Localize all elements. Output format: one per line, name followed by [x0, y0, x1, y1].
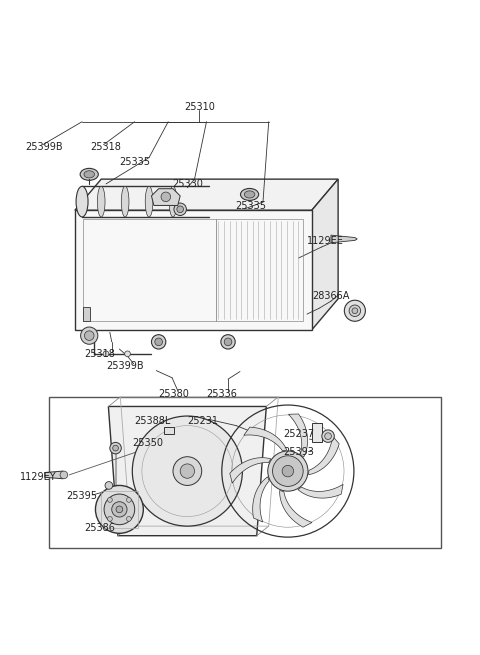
Text: 25231: 25231 — [187, 416, 218, 426]
Ellipse shape — [84, 171, 95, 178]
Circle shape — [174, 203, 186, 215]
Circle shape — [116, 506, 123, 513]
Circle shape — [60, 471, 68, 479]
Ellipse shape — [240, 189, 259, 200]
Circle shape — [113, 445, 119, 451]
Circle shape — [112, 502, 127, 517]
Circle shape — [173, 457, 202, 485]
Circle shape — [161, 192, 170, 202]
Circle shape — [81, 327, 98, 345]
Bar — [84, 307, 90, 322]
Polygon shape — [152, 189, 180, 206]
Circle shape — [349, 305, 360, 316]
Ellipse shape — [152, 335, 166, 349]
Text: 25336: 25336 — [206, 388, 238, 398]
Ellipse shape — [76, 186, 88, 217]
Circle shape — [344, 300, 365, 322]
Polygon shape — [312, 179, 338, 330]
Ellipse shape — [155, 338, 162, 346]
Ellipse shape — [221, 335, 235, 349]
Circle shape — [132, 416, 242, 526]
Text: 25318: 25318 — [91, 141, 121, 151]
Polygon shape — [309, 436, 339, 475]
Text: 25399B: 25399B — [106, 361, 144, 371]
Ellipse shape — [224, 338, 232, 346]
Circle shape — [126, 516, 131, 521]
Bar — [164, 426, 174, 434]
Ellipse shape — [244, 191, 255, 198]
Polygon shape — [288, 414, 308, 457]
Polygon shape — [331, 235, 357, 243]
Text: 25386: 25386 — [84, 523, 115, 533]
Circle shape — [273, 456, 303, 487]
Ellipse shape — [80, 168, 98, 180]
Polygon shape — [244, 427, 287, 451]
Circle shape — [110, 442, 121, 454]
Text: 25237: 25237 — [283, 429, 314, 439]
Ellipse shape — [84, 309, 90, 320]
Bar — [312, 423, 323, 442]
Polygon shape — [108, 407, 266, 536]
Polygon shape — [252, 477, 269, 522]
Ellipse shape — [145, 186, 153, 217]
Polygon shape — [280, 491, 312, 527]
Polygon shape — [298, 484, 343, 498]
Circle shape — [108, 516, 112, 521]
Circle shape — [105, 481, 113, 489]
Text: 25393: 25393 — [283, 447, 314, 457]
Text: 25395: 25395 — [67, 491, 98, 501]
Text: 25388L: 25388L — [135, 416, 171, 426]
Circle shape — [324, 433, 331, 440]
Text: 25310: 25310 — [184, 102, 215, 113]
Bar — [48, 397, 441, 548]
Text: 25330: 25330 — [172, 179, 203, 189]
Circle shape — [180, 464, 194, 478]
Polygon shape — [45, 471, 65, 479]
Ellipse shape — [121, 186, 129, 217]
Text: 28366A: 28366A — [312, 291, 349, 301]
Circle shape — [322, 430, 334, 442]
Polygon shape — [75, 179, 338, 210]
Text: 25335: 25335 — [235, 201, 266, 212]
Bar — [101, 491, 138, 527]
Text: 25350: 25350 — [132, 438, 163, 448]
Circle shape — [177, 206, 183, 213]
Text: 25399B: 25399B — [25, 141, 63, 151]
Circle shape — [103, 351, 109, 357]
Circle shape — [125, 351, 131, 357]
Circle shape — [96, 485, 144, 533]
Text: 25335: 25335 — [120, 157, 150, 168]
Text: 25318: 25318 — [84, 349, 115, 359]
Circle shape — [108, 498, 112, 502]
Text: 25380: 25380 — [158, 388, 190, 398]
Circle shape — [84, 331, 94, 341]
Circle shape — [352, 308, 358, 314]
Circle shape — [126, 498, 131, 502]
Polygon shape — [75, 210, 312, 330]
Circle shape — [268, 451, 308, 491]
Ellipse shape — [97, 186, 105, 217]
Text: 1129EE: 1129EE — [307, 236, 344, 246]
Circle shape — [104, 494, 135, 525]
Text: 1129EY: 1129EY — [20, 472, 57, 482]
Circle shape — [282, 465, 294, 477]
Ellipse shape — [169, 186, 177, 217]
Polygon shape — [230, 458, 271, 483]
